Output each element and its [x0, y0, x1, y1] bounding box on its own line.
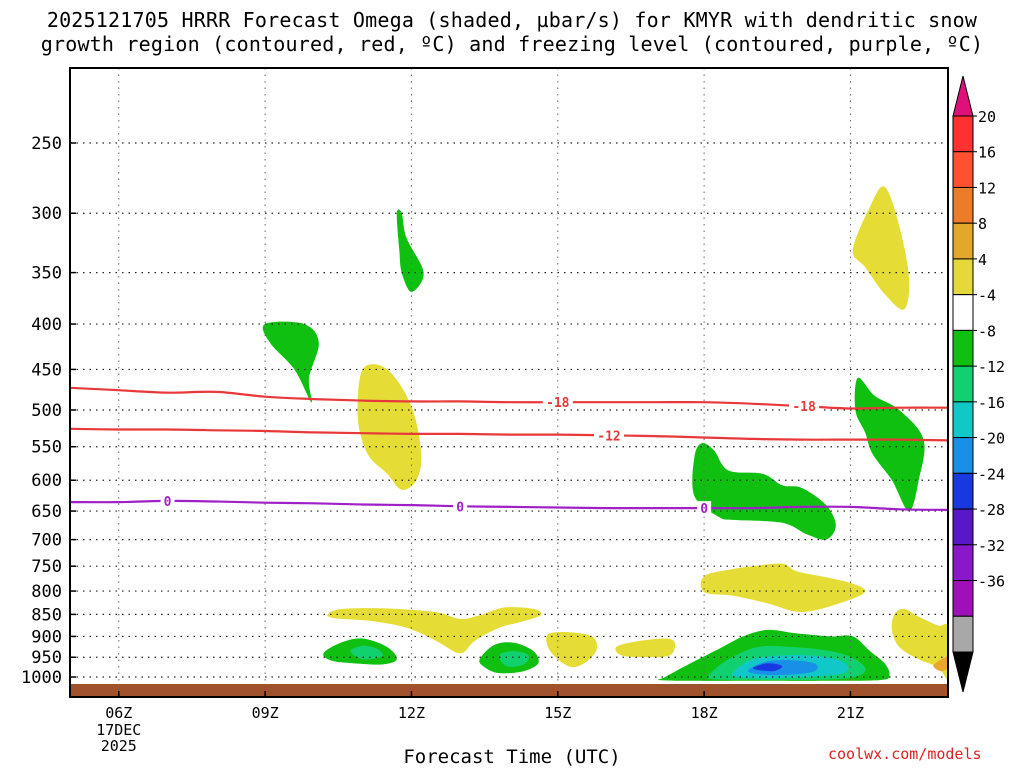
omega-region-10 [854, 377, 925, 512]
omega-region-16 [499, 651, 529, 667]
x-tick-label-15Z: 15Z [544, 704, 571, 722]
omega-region-2 [700, 563, 866, 613]
y-tick-label-850: 850 [31, 605, 62, 625]
colorbar-band-3 [952, 222, 974, 260]
y-tick-label-300: 300 [31, 204, 62, 224]
title-line-2: growth region (contoured, red, ºC) and f… [40, 32, 984, 56]
colorbar-band-12 [952, 544, 974, 582]
y-tick-label-750: 750 [31, 557, 62, 577]
colorbar-label-13: -36 [978, 573, 1005, 591]
colorbar-band-6 [952, 329, 974, 367]
omega-region-11 [692, 442, 836, 540]
colorbar-band-13 [952, 580, 974, 617]
colorbar-band-14 [952, 615, 974, 653]
colorbar-label-3: 8 [978, 215, 987, 233]
date-label-0: 17DEC [96, 721, 141, 739]
freezing-level-label-bg-1 [453, 499, 468, 514]
colorbar-label-5: -4 [978, 287, 996, 305]
colorbar-band-0 [952, 115, 974, 153]
y-tick-label-400: 400 [31, 315, 62, 335]
dgz-contour-1-label-bg-0 [593, 428, 624, 443]
omega-region-6 [891, 608, 948, 679]
y-tick-label-950: 950 [31, 648, 62, 668]
x-tick-label-12Z: 12Z [398, 704, 425, 722]
y-tick-label-650: 650 [31, 502, 62, 522]
colorbar: 20 16 12 8 4 -4 -8 -12 -16 -20 -24 -28 -32 -36 [952, 75, 1005, 693]
colorbar-label-1: 16 [978, 144, 996, 162]
colorbar-label-2: 12 [978, 179, 996, 197]
omega-region-4 [546, 631, 598, 668]
colorbar-bottom-arrow [952, 651, 974, 693]
colorbar-band-10 [952, 472, 974, 510]
colorbar-band-1 [952, 151, 974, 188]
dgz-contour-1-line [70, 427, 948, 442]
y-tick-label-800: 800 [31, 582, 62, 602]
omega-region-8 [396, 209, 424, 292]
title-line-1: 2025121705 HRRR Forecast Omega (shaded, … [46, 8, 978, 32]
colorbar-label-10: -24 [978, 465, 1005, 483]
x-tick-label-09Z: 09Z [252, 704, 279, 722]
colorbar-label-6: -8 [978, 322, 996, 340]
colorbar-top-arrow [952, 75, 974, 117]
colorbar-band-11 [952, 508, 974, 546]
dgz-contour-0-label-1: -18 [792, 400, 816, 415]
dgz-contour-0-label-0: -18 [546, 396, 570, 411]
colorbar-band-4 [952, 258, 974, 296]
freezing-level-label-bg-0 [160, 493, 175, 508]
colorbar-band-5 [952, 294, 974, 331]
dgz-contour-0-label-bg-1 [789, 399, 820, 414]
colorbar-band-8 [952, 401, 974, 439]
colorbar-label-11: -28 [978, 501, 1005, 519]
y-tick-label-450: 450 [31, 360, 62, 380]
y-tick-label-600: 600 [31, 471, 62, 491]
omega-region-3 [327, 607, 542, 654]
freezing-level-line [70, 499, 948, 511]
colorbar-label-0: 20 [978, 108, 996, 126]
freezing-level-label-1: 0 [456, 500, 464, 515]
colorbar-label-4: 4 [978, 251, 987, 269]
omega-region-9 [262, 321, 319, 403]
y-tick-label-500: 500 [31, 401, 62, 421]
colorbar-band-7 [952, 365, 974, 403]
omega-region-20 [752, 663, 783, 672]
omega-region-7 [933, 656, 948, 672]
omega-shaded-regions [262, 186, 948, 681]
y-tick-label-1000: 1000 [21, 668, 62, 688]
ground-bar [70, 684, 948, 697]
colorbar-label-9: -20 [978, 430, 1005, 448]
omega-region-5 [615, 638, 676, 658]
omega-region-1 [852, 186, 910, 310]
y-tick-label-700: 700 [31, 531, 62, 551]
y-tick-label-900: 900 [31, 627, 62, 647]
grid-lines [70, 68, 948, 697]
contour-lines: -18 -18 -12 0 0 0 [70, 386, 948, 517]
y-tick-label-350: 350 [31, 264, 62, 284]
date-label-1: 2025 [101, 737, 137, 755]
freezing-level-label-2: 0 [700, 502, 708, 517]
colorbar-band-9 [952, 437, 974, 474]
y-tick-label-250: 250 [31, 134, 62, 154]
omega-region-0 [357, 364, 422, 490]
y-tick-label-550: 550 [31, 438, 62, 458]
colorbar-label-12: -32 [978, 537, 1005, 555]
x-tick-label-21Z: 21Z [837, 704, 864, 722]
colorbar-label-8: -16 [978, 394, 1005, 412]
chart-title: 2025121705 HRRR Forecast Omega (shaded, … [0, 8, 1024, 56]
dgz-contour-0-label-bg-0 [542, 395, 573, 410]
x-tick-label-18Z: 18Z [691, 704, 718, 722]
axes: 2503003504004505005506006507007508008509… [21, 67, 949, 755]
freezing-level-label-0: 0 [164, 495, 172, 510]
colorbar-band-2 [952, 186, 974, 224]
x-axis-title: Forecast Time (UTC) [403, 746, 621, 768]
plot-frame [69, 67, 949, 698]
dgz-contour-1-label-0: -12 [597, 429, 620, 444]
x-tick-label-06Z: 06Z [105, 704, 132, 722]
freezing-level-label-bg-2 [697, 501, 712, 516]
credit-link[interactable]: coolwx.com/models [828, 745, 982, 763]
omega-region-15 [350, 645, 383, 660]
colorbar-label-7: -12 [978, 358, 1005, 376]
